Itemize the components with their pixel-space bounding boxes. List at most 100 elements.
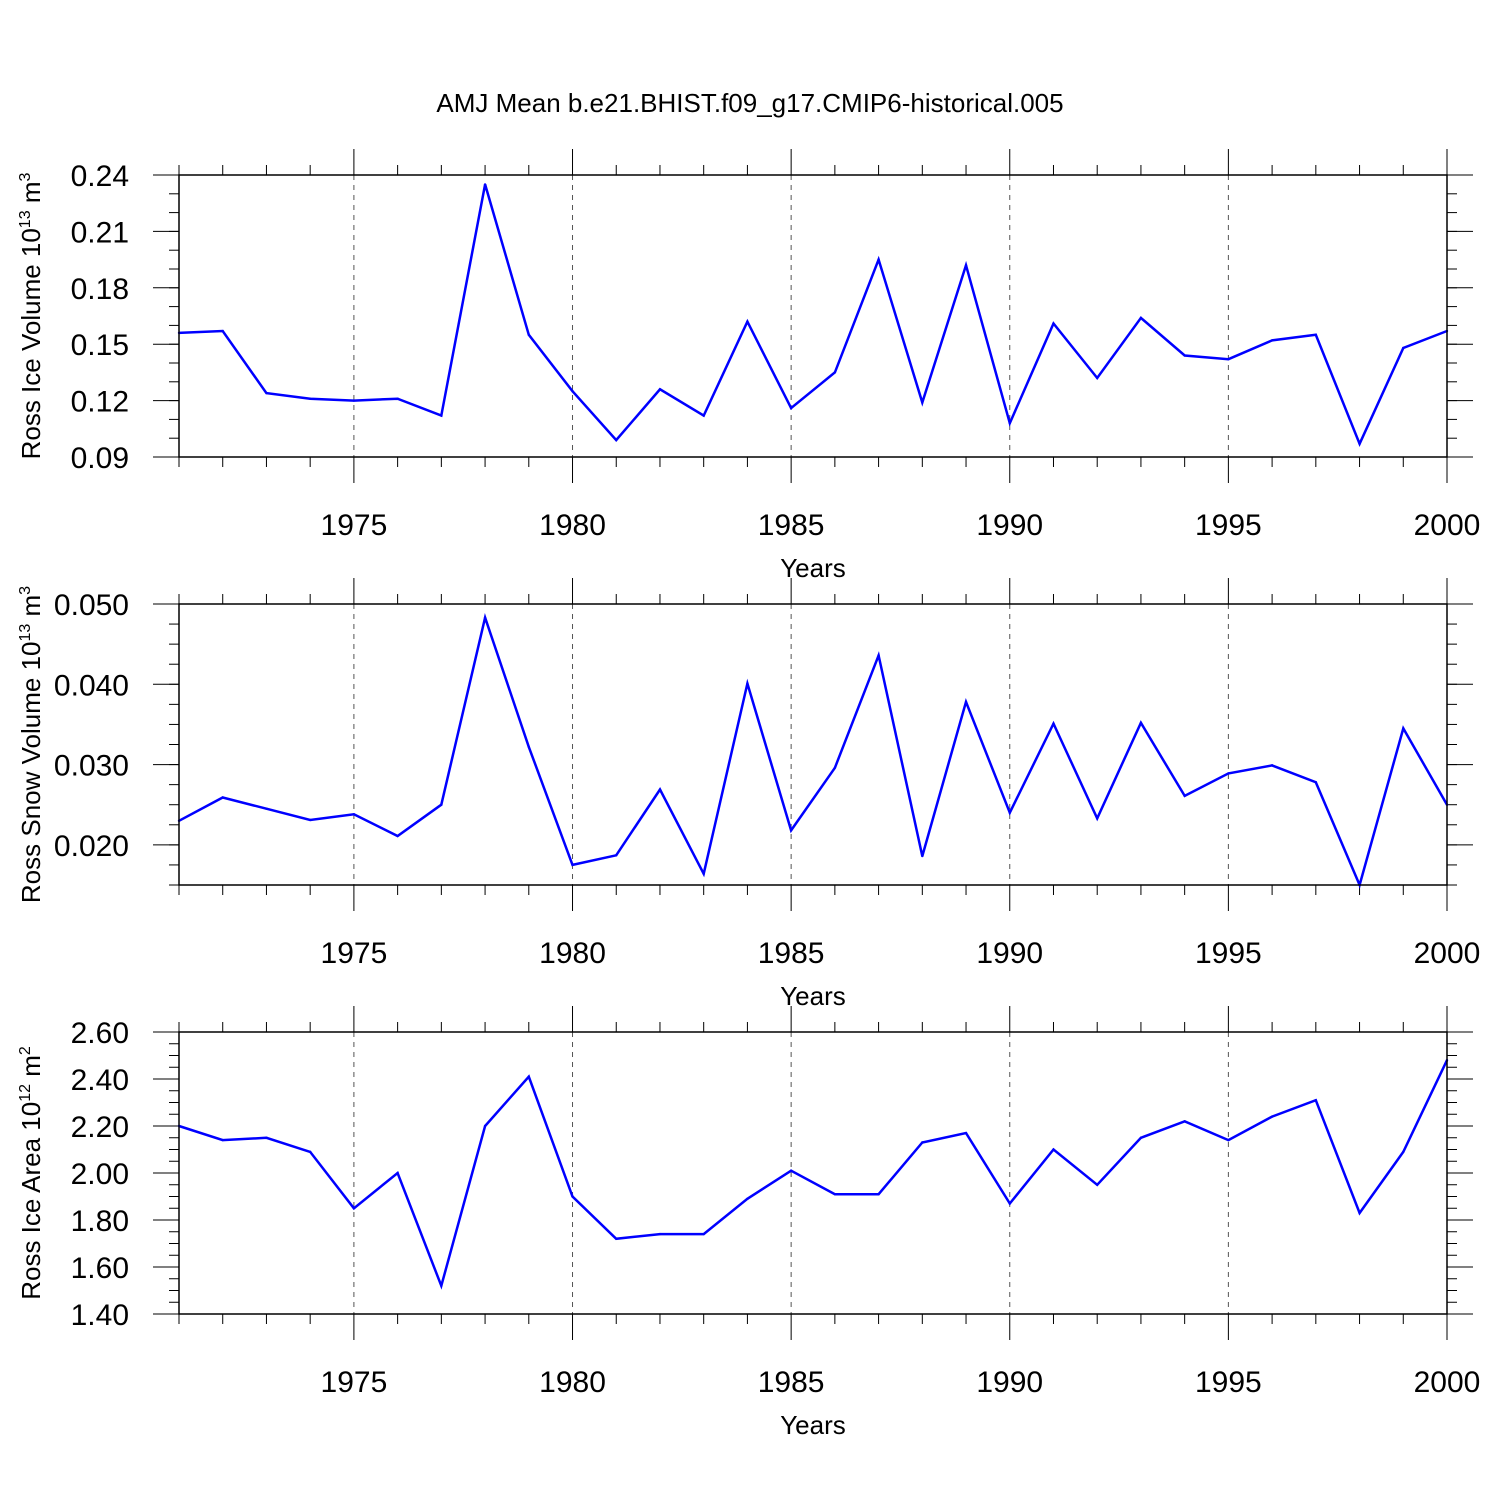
data-point bbox=[1314, 1098, 1318, 1102]
data-point bbox=[1139, 316, 1143, 320]
x-tick-label: 1985 bbox=[758, 1366, 825, 1399]
x-axis-title: Years bbox=[780, 1410, 846, 1440]
y-axis-title: Ross Ice Area 1012 m2 bbox=[16, 1046, 46, 1300]
y-tick-label: 0.21 bbox=[71, 216, 129, 249]
data-point bbox=[1358, 1211, 1361, 1215]
data-point bbox=[746, 682, 749, 685]
data-point bbox=[877, 258, 880, 261]
y-tick-label: 0.18 bbox=[71, 273, 129, 306]
panels: 0.09 0.12 0.15 0.18 0.21 0.24 1975 1980 1985 1990… bbox=[16, 149, 1480, 1440]
y-tick-label: 2.40 bbox=[71, 1064, 129, 1097]
data-point bbox=[1270, 1115, 1274, 1118]
data-point bbox=[1052, 722, 1055, 725]
data-point bbox=[483, 183, 487, 186]
x-tick-label: 1975 bbox=[321, 1366, 388, 1399]
data-point bbox=[571, 390, 574, 393]
panel-1: 0.09 0.12 0.15 0.18 0.21 0.24 1975 1980 1985 1990… bbox=[16, 149, 1480, 583]
data-point bbox=[964, 264, 968, 267]
x-tick-label: 1995 bbox=[1195, 1366, 1262, 1399]
data-point bbox=[1052, 1148, 1055, 1151]
data-point bbox=[1008, 811, 1011, 814]
data-point bbox=[308, 397, 312, 400]
y-tick-label: 0.030 bbox=[54, 750, 129, 783]
x-tick-label: 1980 bbox=[539, 509, 606, 542]
figure-title: AMJ Mean b.e21.BHIST.f09_g17.CMIP6-histo… bbox=[436, 88, 1063, 118]
data-point bbox=[615, 1237, 618, 1241]
data-point bbox=[1139, 721, 1143, 725]
x-tick-label: 1985 bbox=[758, 509, 825, 542]
data-point bbox=[1314, 333, 1318, 336]
data-point bbox=[221, 329, 224, 333]
x-tick-label: 1995 bbox=[1195, 937, 1262, 970]
data-point bbox=[1402, 1150, 1405, 1154]
data-point bbox=[789, 1169, 793, 1172]
data-point bbox=[615, 854, 618, 857]
x-tick-label: 1985 bbox=[758, 937, 825, 970]
data-point bbox=[1139, 1136, 1143, 1139]
data-point bbox=[352, 813, 356, 816]
y-axis-title: Ross Ice Volume 1013 m3 bbox=[16, 172, 46, 459]
data-point bbox=[265, 391, 268, 395]
data-point bbox=[702, 872, 705, 875]
x-tick-label: 1980 bbox=[539, 937, 606, 970]
data-point bbox=[964, 1131, 968, 1135]
data-point bbox=[352, 1207, 356, 1210]
data-point bbox=[1183, 1120, 1186, 1123]
data-point bbox=[1227, 1138, 1230, 1142]
series-line bbox=[178, 613, 1449, 889]
data-point bbox=[1183, 794, 1186, 798]
data-point bbox=[221, 796, 224, 799]
y-tick-label: 1.80 bbox=[71, 1205, 129, 1238]
data-point bbox=[571, 1195, 574, 1198]
data-point bbox=[877, 654, 880, 657]
y-tick-label: 0.020 bbox=[54, 830, 129, 863]
y-tick-label: 2.00 bbox=[71, 1158, 129, 1191]
data-point bbox=[789, 406, 793, 410]
y-tick-label: 2.20 bbox=[71, 1111, 129, 1144]
data-point bbox=[833, 766, 837, 769]
data-point bbox=[308, 1150, 312, 1154]
data-point bbox=[265, 807, 268, 810]
data-point bbox=[396, 1171, 399, 1175]
data-point bbox=[833, 371, 837, 374]
y-tick-label: 0.040 bbox=[54, 669, 129, 702]
x-tick-label: 1975 bbox=[321, 937, 388, 970]
y-tick-label: 1.60 bbox=[71, 1252, 129, 1285]
data-point bbox=[1183, 354, 1186, 357]
data-point bbox=[833, 1192, 837, 1196]
y-tick-label: 2.60 bbox=[71, 1017, 129, 1050]
data-point bbox=[483, 616, 487, 619]
data-point bbox=[658, 388, 662, 391]
data-point bbox=[964, 700, 968, 704]
x-tick-label: 2000 bbox=[1414, 937, 1481, 970]
data-point bbox=[1270, 764, 1274, 767]
y-tick-label: 0.09 bbox=[71, 442, 129, 475]
data-point bbox=[308, 818, 312, 822]
x-tick-label: 2000 bbox=[1414, 1366, 1481, 1399]
y-tick-label: 0.24 bbox=[71, 160, 129, 193]
plot-frame bbox=[178, 174, 1448, 458]
data-point bbox=[396, 834, 399, 838]
data-point bbox=[440, 1284, 443, 1288]
plot-frame bbox=[178, 603, 1448, 886]
data-point bbox=[1227, 772, 1230, 775]
y-tick-label: 0.15 bbox=[71, 329, 129, 362]
data-point bbox=[877, 1192, 880, 1196]
data-point bbox=[571, 863, 574, 867]
data-point bbox=[789, 829, 793, 832]
data-point bbox=[1008, 421, 1011, 425]
x-tick-label: 1990 bbox=[976, 937, 1043, 970]
data-point bbox=[483, 1124, 487, 1128]
data-point bbox=[1096, 376, 1099, 380]
data-point bbox=[1270, 339, 1274, 342]
data-point bbox=[658, 1232, 662, 1236]
series-line bbox=[178, 184, 1448, 447]
data-point bbox=[1008, 1202, 1011, 1205]
data-point bbox=[1052, 322, 1055, 325]
y-tick-label: 0.050 bbox=[54, 589, 129, 622]
panel-2: 0.020 0.030 0.040 0.050 1975 1980 1985 1990 1995… bbox=[16, 578, 1480, 1011]
data-point bbox=[352, 399, 356, 402]
x-axis-title: Years bbox=[780, 981, 846, 1011]
x-tick-label: 1995 bbox=[1195, 509, 1262, 542]
